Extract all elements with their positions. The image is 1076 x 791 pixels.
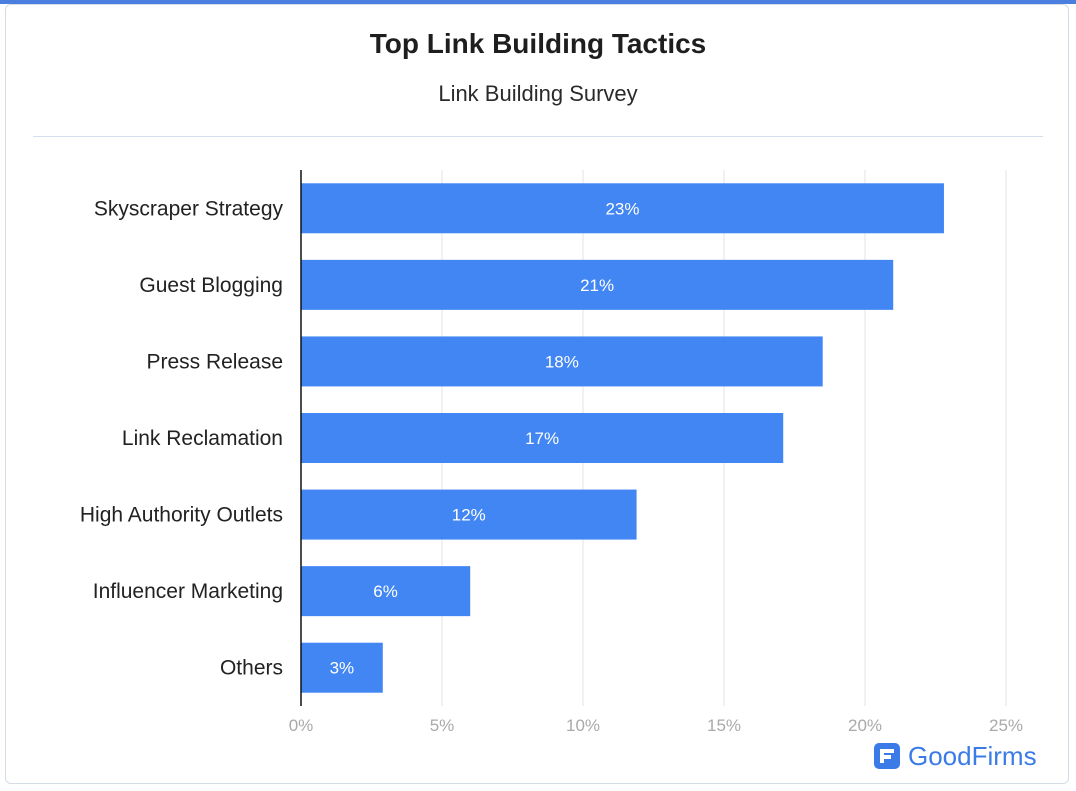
bar-value-label: 21%: [580, 276, 614, 295]
category-label: Press Release: [146, 350, 283, 373]
bar-value-label: 23%: [605, 199, 639, 218]
bar-value-label: 6%: [373, 582, 398, 601]
bar: [301, 413, 784, 463]
title-divider: [33, 136, 1043, 137]
bar: [301, 259, 894, 310]
top-accent-bar: [0, 0, 1076, 4]
bar: [301, 566, 471, 617]
x-tick-label: 20%: [848, 716, 882, 735]
x-tick-label: 25%: [989, 716, 1023, 735]
x-tick-label: 10%: [566, 716, 600, 735]
category-label: Others: [220, 657, 283, 680]
bar: [301, 642, 383, 693]
bar-value-label: 12%: [452, 506, 486, 525]
bar: [301, 183, 944, 234]
category-label: Influencer Marketing: [93, 580, 283, 603]
bar-value-label: 18%: [545, 352, 579, 371]
x-tick-label: 0%: [289, 716, 314, 735]
chart-subtitle: Link Building Survey: [438, 81, 638, 106]
bars: [301, 183, 944, 693]
brand-logo: GoodFirms: [874, 740, 1037, 772]
bar-value-label: 3%: [330, 659, 355, 678]
bar: [301, 489, 637, 540]
chart-card: [5, 4, 1069, 784]
labels: 0% 5% 10% 15% 20% 25% 23% Skyscraper Strategy 21…: [80, 197, 1023, 735]
brand-name: GoodFirms: [908, 740, 1037, 771]
category-label: Link Reclamation: [122, 427, 283, 450]
category-label: Skyscraper Strategy: [94, 197, 284, 220]
x-tick-label: 15%: [707, 716, 741, 735]
category-label: Guest Blogging: [139, 274, 283, 297]
x-tick-label: 5%: [430, 716, 455, 735]
bar-value-label: 17%: [525, 429, 559, 448]
goodfirms-logo-icon: [874, 743, 900, 769]
category-label: High Authority Outlets: [80, 504, 283, 527]
chart-title: Top Link Building Tactics: [369, 28, 707, 59]
bar: [301, 336, 823, 387]
